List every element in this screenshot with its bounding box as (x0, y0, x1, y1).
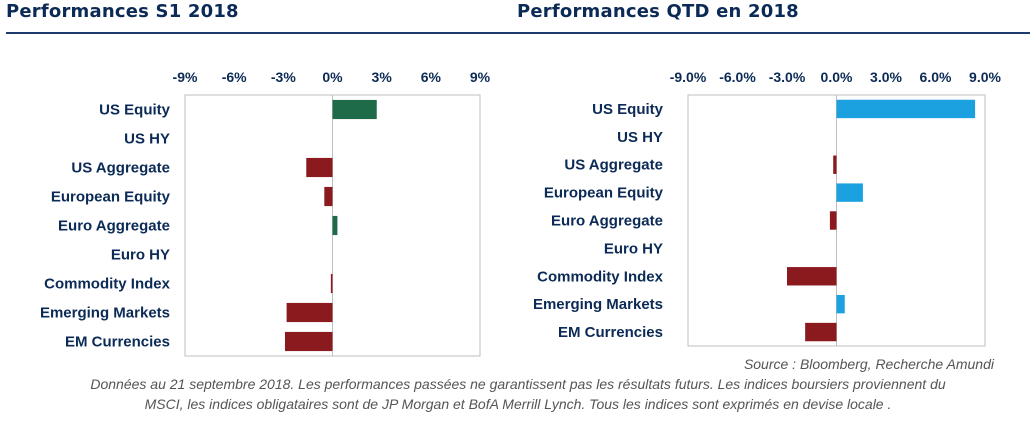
footnote-line-1: Données au 21 septembre 2018. Les perfor… (90, 376, 946, 392)
x-tick-label: -9% (173, 69, 198, 85)
category-label: European Equity (51, 189, 171, 206)
category-label: Euro HY (604, 240, 663, 257)
category-label: EM Currencies (65, 334, 170, 351)
category-label: Euro Aggregate (58, 218, 170, 235)
category-label: Euro Aggregate (551, 213, 663, 230)
title-divider (6, 32, 1030, 34)
bar (332, 215, 338, 236)
x-tick-label: -3.0% (769, 69, 806, 85)
bar (286, 302, 333, 323)
footnote-line-2: MSCI, les indices obligataires sont de J… (144, 396, 892, 412)
category-label: Euro HY (111, 247, 170, 264)
bar (332, 99, 377, 120)
category-label: US Equity (592, 101, 663, 118)
x-tick-label: -3% (271, 69, 296, 85)
footnote: Données au 21 septembre 2018. Les perfor… (0, 374, 1036, 414)
x-tick-label: -9.0% (670, 69, 707, 85)
x-tick-label: 3% (372, 69, 393, 85)
x-tick-label: 9% (470, 69, 491, 85)
bar (330, 273, 333, 294)
bar (836, 294, 845, 314)
x-tick-label: 6.0% (920, 69, 952, 85)
category-label: US Aggregate (71, 160, 170, 177)
bar (284, 331, 333, 352)
category-label: Emerging Markets (40, 305, 170, 322)
category-label: Commodity Index (44, 276, 171, 293)
x-tick-label: 0.0% (821, 69, 853, 85)
category-label: Emerging Markets (533, 296, 663, 313)
chart-title-s1: Performances S1 2018 (6, 1, 239, 22)
category-label: US Equity (99, 102, 170, 119)
x-tick-label: -6% (222, 69, 247, 85)
bar (324, 186, 333, 207)
category-label: Commodity Index (537, 268, 664, 285)
x-tick-label: 9.0% (969, 69, 1001, 85)
bar (836, 99, 976, 119)
bar (833, 155, 837, 174)
x-tick-label: -6.0% (719, 69, 756, 85)
x-tick-label: 0% (322, 69, 343, 85)
x-tick-label: 6% (421, 69, 442, 85)
bar (787, 267, 837, 286)
category-label: EM Currencies (558, 324, 663, 341)
category-label: US HY (617, 129, 663, 146)
bar (836, 183, 863, 202)
x-tick-label: 3.0% (870, 69, 902, 85)
bar (306, 157, 333, 178)
category-label: US HY (124, 131, 170, 148)
chart-title-qtd: Performances QTD en 2018 (517, 1, 799, 22)
source-note: Source : Bloomberg, Recherche Amundi (743, 356, 994, 372)
bar (805, 322, 837, 342)
category-label: US Aggregate (564, 157, 663, 174)
category-label: European Equity (544, 185, 664, 202)
bar (829, 211, 837, 230)
